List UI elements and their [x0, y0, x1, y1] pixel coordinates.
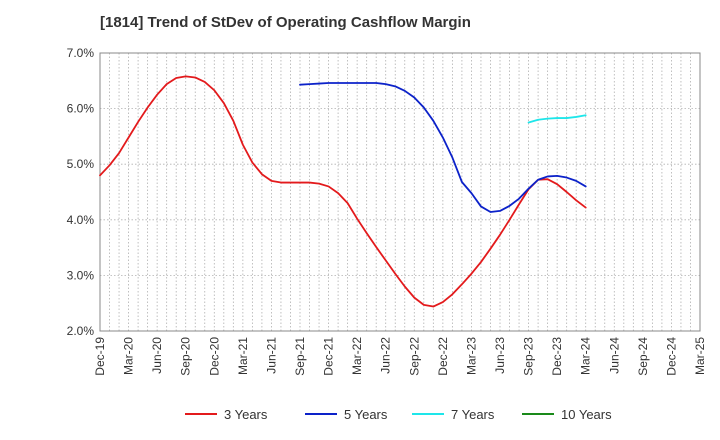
x-tick-label: Jun-23	[493, 337, 507, 374]
x-axis-tick-labels: Dec-19 Mar-20 Jun-20 Sep-20 Dec-20 Mar-21 Jun-…	[93, 337, 707, 376]
legend: 3 Years 5 Years 7 Years 10 Years	[185, 407, 612, 422]
x-tick-label: Dec-23	[550, 337, 564, 376]
y-tick-label: 5.0%	[67, 157, 95, 171]
x-tick-label: Sep-21	[293, 337, 307, 376]
x-tick-label: Mar-24	[579, 337, 593, 375]
x-tick-label: Sep-22	[407, 337, 421, 376]
legend-label-5-years: 5 Years	[344, 407, 388, 422]
y-tick-label: 3.0%	[67, 268, 95, 282]
x-tick-label: Sep-24	[636, 337, 650, 376]
chart-title: [1814] Trend of StDev of Operating Cashf…	[100, 14, 471, 31]
x-tick-label: Mar-20	[122, 337, 136, 375]
series-lines	[99, 75, 587, 308]
x-tick-label: Dec-21	[322, 337, 336, 376]
y-tick-label: 2.0%	[67, 324, 95, 338]
x-tick-label: Sep-20	[179, 337, 193, 376]
x-tick-label: Jun-22	[379, 337, 393, 374]
legend-label-7-years: 7 Years	[451, 407, 495, 422]
x-tick-label: Mar-22	[350, 337, 364, 375]
x-tick-label: Mar-23	[464, 337, 478, 375]
y-tick-label: 7.0%	[67, 46, 95, 60]
legend-label-10-years: 10 Years	[561, 407, 612, 422]
x-tick-label: Dec-19	[93, 337, 107, 376]
y-tick-label: 4.0%	[67, 213, 95, 227]
series-line-5-years	[299, 82, 587, 213]
x-tick-label: Mar-25	[693, 337, 707, 375]
x-tick-label: Jun-21	[264, 337, 278, 374]
x-tick-label: Dec-20	[207, 337, 221, 376]
x-tick-label: Mar-21	[236, 337, 250, 375]
x-tick-label: Sep-23	[522, 337, 536, 376]
x-tick-label: Jun-24	[607, 337, 621, 374]
x-tick-label: Dec-22	[436, 337, 450, 376]
plot-area	[99, 52, 701, 332]
legend-label-3-years: 3 Years	[224, 407, 268, 422]
grid-lines	[99, 52, 701, 332]
x-tick-label: Dec-24	[664, 337, 678, 376]
y-tick-label: 6.0%	[67, 102, 95, 116]
x-tick-label: Jun-20	[150, 337, 164, 374]
series-line-3-years	[99, 75, 587, 308]
series-line-7-years	[527, 114, 587, 124]
y-axis-tick-labels: 2.0% 3.0% 4.0% 5.0% 6.0% 7.0%	[67, 46, 95, 338]
